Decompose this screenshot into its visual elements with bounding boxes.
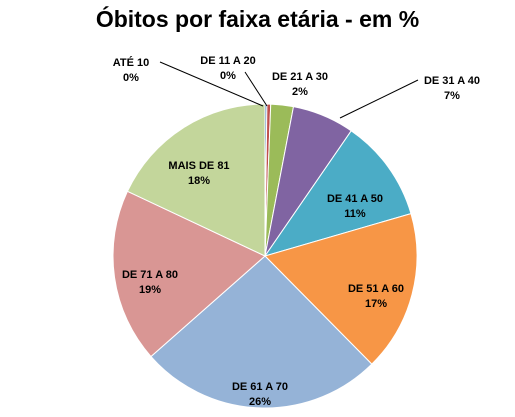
slice-category-label-8: DE 71 A 80	[122, 269, 178, 281]
slice-value-label-6: 17%	[365, 298, 387, 310]
slice-value-label-9: 18%	[188, 175, 210, 187]
leader-line-1	[159, 61, 264, 107]
slice-category-label-5: DE 41 A 50	[327, 193, 383, 205]
slice-value-label-5: 11%	[344, 208, 366, 220]
slice-category-label-4: DE 31 A 40	[424, 75, 480, 87]
slice-category-label-3: DE 21 A 30	[272, 71, 328, 83]
slice-category-label-7: DE 61 A 70	[232, 381, 288, 393]
pie-slice-7	[150, 255, 373, 409]
slice-value-label-7: 26%	[249, 396, 271, 408]
slice-value-label-2: 0%	[220, 70, 236, 82]
leader-line-2	[244, 71, 268, 107]
slice-category-label-6: DE 51 A 60	[348, 283, 404, 295]
leader-line-4	[339, 79, 419, 119]
slice-value-label-1: 0%	[123, 72, 139, 84]
chart-title: Óbitos por faixa etária - em %	[95, 6, 420, 32]
slice-value-label-4: 7%	[444, 90, 460, 102]
slice-value-label-3: 2%	[292, 86, 308, 98]
pie-slice-6	[264, 212, 418, 365]
slice-category-label-2: DE 11 A 20	[200, 55, 255, 67]
pie-slice-9	[126, 103, 266, 257]
slice-value-label-8: 19%	[139, 284, 161, 296]
pie-slice-5	[263, 130, 412, 257]
slice-category-label-1: ATÉ 10	[113, 56, 149, 69]
pie-slice-8	[112, 190, 266, 358]
slice-category-label-9: MAIS DE 81	[168, 160, 229, 172]
